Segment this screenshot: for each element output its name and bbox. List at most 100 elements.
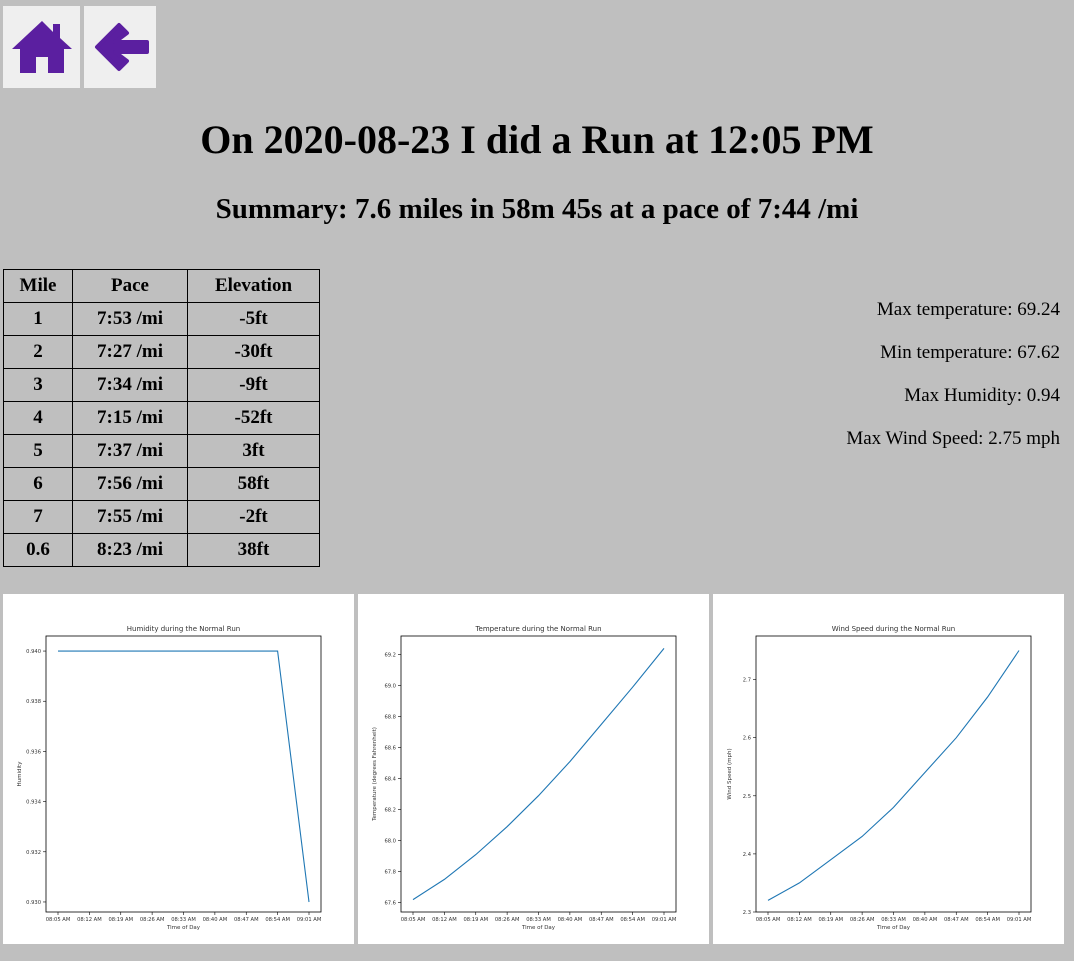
mile-cell: 0.6 — [3, 533, 73, 567]
page-title: On 2020-08-23 I did a Run at 12:05 PM — [200, 117, 874, 162]
table-row: 7 7:55 /mi -2ft — [3, 500, 320, 534]
y-axis-label: Humidity — [17, 761, 23, 787]
run-summary: Summary: 7.6 miles in 58m 45s at a pace … — [215, 193, 859, 225]
back-button[interactable] — [84, 6, 156, 88]
mile-cell: 1 — [3, 302, 73, 336]
max-wind-speed: Max Wind Speed: 2.75 mph — [846, 428, 1060, 449]
x-tick-label: 08:12 AM — [77, 917, 102, 923]
series-line — [412, 648, 665, 901]
pace-cell: 7:15 /mi — [72, 401, 188, 435]
x-tick-label: 08:05 AM — [46, 917, 71, 923]
y-tick-label: 68.8 — [384, 715, 396, 721]
table-row: 3 7:34 /mi -9ft — [3, 368, 320, 402]
plot-frame — [755, 635, 1032, 913]
x-tick-label: 08:12 AM — [787, 917, 812, 923]
column-header-elevation: Elevation — [187, 269, 320, 303]
x-tick-label: 09:01 AM — [1007, 917, 1032, 923]
table-row: 1 7:53 /mi -5ft — [3, 302, 320, 336]
pace-cell: 7:37 /mi — [72, 434, 188, 468]
elevation-cell: -2ft — [187, 500, 320, 534]
y-tick-label: 68.0 — [384, 839, 396, 845]
x-tick-label: 08:54 AM — [975, 917, 1000, 923]
y-tick-label: 0.940 — [26, 649, 41, 655]
y-tick-label: 0.936 — [26, 749, 41, 755]
x-tick-label: 09:01 AM — [297, 917, 322, 923]
chart-title: Wind Speed during the Normal Run — [832, 625, 955, 633]
y-tick-label: 68.6 — [384, 746, 396, 752]
table-row: 4 7:15 /mi -52ft — [3, 401, 320, 435]
elevation-cell: 38ft — [187, 533, 320, 567]
x-tick-label: 08:26 AM — [495, 917, 520, 923]
pace-cell: 7:34 /mi — [72, 368, 188, 402]
y-tick-label: 2.6 — [743, 736, 751, 742]
pace-cell: 7:27 /mi — [72, 335, 188, 369]
y-tick-label: 2.4 — [743, 852, 752, 858]
x-tick-label: 08:40 AM — [558, 917, 583, 923]
mile-cell: 2 — [3, 335, 73, 369]
mile-cell: 6 — [3, 467, 73, 501]
x-tick-label: 08:19 AM — [818, 917, 843, 923]
x-tick-label: 08:33 AM — [171, 917, 196, 923]
temperature-chart: Temperature during the Normal Run 08:05 A… — [358, 594, 709, 944]
y-tick-label: 67.6 — [384, 901, 396, 907]
home-button[interactable] — [3, 6, 80, 88]
x-tick-label: 08:26 AM — [850, 917, 875, 923]
x-tick-label: 08:19 AM — [463, 917, 488, 923]
x-tick-label: 08:12 AM — [432, 917, 457, 923]
pace-cell: 8:23 /mi — [72, 533, 188, 567]
wind-speed-chart: Wind Speed during the Normal Run 08:05 AM… — [713, 594, 1064, 944]
humidity-chart: Humidity during the Normal Run 08:05 AM 08… — [3, 594, 354, 944]
x-axis-label: Time of Day — [876, 925, 911, 931]
y-tick-label: 68.2 — [384, 808, 396, 814]
y-tick-label: 68.4 — [384, 777, 396, 783]
x-tick-label: 08:19 AM — [108, 917, 133, 923]
y-tick-label: 67.8 — [384, 870, 396, 876]
x-tick-label: 08:47 AM — [589, 917, 614, 923]
y-tick-label: 0.934 — [26, 800, 42, 806]
y-tick-label: 2.5 — [743, 794, 751, 800]
chart-title: Temperature during the Normal Run — [474, 625, 601, 633]
mile-cell: 5 — [3, 434, 73, 468]
x-tick-label: 08:47 AM — [234, 917, 259, 923]
splits-table: Mile Pace Elevation 1 7:53 /mi -5ft 2 7:27 … — [3, 269, 320, 567]
mile-cell: 7 — [3, 500, 73, 534]
x-tick-label: 08:05 AM — [401, 917, 426, 923]
elevation-cell: -30ft — [187, 335, 320, 369]
y-tick-label: 0.930 — [26, 900, 41, 906]
table-row: 5 7:37 /mi 3ft — [3, 434, 320, 468]
y-tick-label: 0.938 — [26, 699, 41, 705]
x-axis-label: Time of Day — [166, 925, 201, 931]
min-temperature: Min temperature: 67.62 — [880, 342, 1060, 363]
elevation-cell: 3ft — [187, 434, 320, 468]
table-row: 2 7:27 /mi -30ft — [3, 335, 320, 369]
y-tick-label: 2.3 — [743, 910, 751, 916]
y-tick-label: 0.932 — [26, 850, 41, 856]
elevation-cell: -9ft — [187, 368, 320, 402]
x-tick-label: 09:01 AM — [652, 917, 677, 923]
max-temperature: Max temperature: 69.24 — [876, 299, 1060, 320]
max-humidity: Max Humidity: 0.94 — [904, 385, 1060, 406]
plot-frame — [45, 635, 322, 913]
x-tick-label: 08:26 AM — [140, 917, 165, 923]
pace-cell: 7:56 /mi — [72, 467, 188, 501]
x-tick-label: 08:40 AM — [203, 917, 228, 923]
x-tick-label: 08:40 AM — [913, 917, 938, 923]
y-tick-label: 69.0 — [384, 684, 396, 690]
elevation-cell: -52ft — [187, 401, 320, 435]
chart-title: Humidity during the Normal Run — [127, 625, 240, 633]
table-row: 0.6 8:23 /mi 38ft — [3, 533, 320, 567]
home-icon — [11, 21, 72, 73]
y-tick-label: 2.7 — [743, 678, 751, 684]
elevation-cell: -5ft — [187, 302, 320, 336]
x-tick-label: 08:33 AM — [881, 917, 906, 923]
x-axis-label: Time of Day — [521, 925, 556, 931]
temperature-chart-plot: Temperature during the Normal Run 08:05 A… — [372, 625, 677, 931]
pace-cell: 7:53 /mi — [72, 302, 188, 336]
x-tick-label: 08:54 AM — [620, 917, 645, 923]
pace-cell: 7:55 /mi — [72, 500, 188, 534]
mile-cell: 3 — [3, 368, 73, 402]
series-line — [767, 650, 1020, 901]
wind-speed-chart-plot: Wind Speed during the Normal Run 08:05 AM… — [727, 625, 1032, 931]
column-header-mile: Mile — [3, 269, 73, 303]
arrow-left-icon — [95, 23, 149, 71]
